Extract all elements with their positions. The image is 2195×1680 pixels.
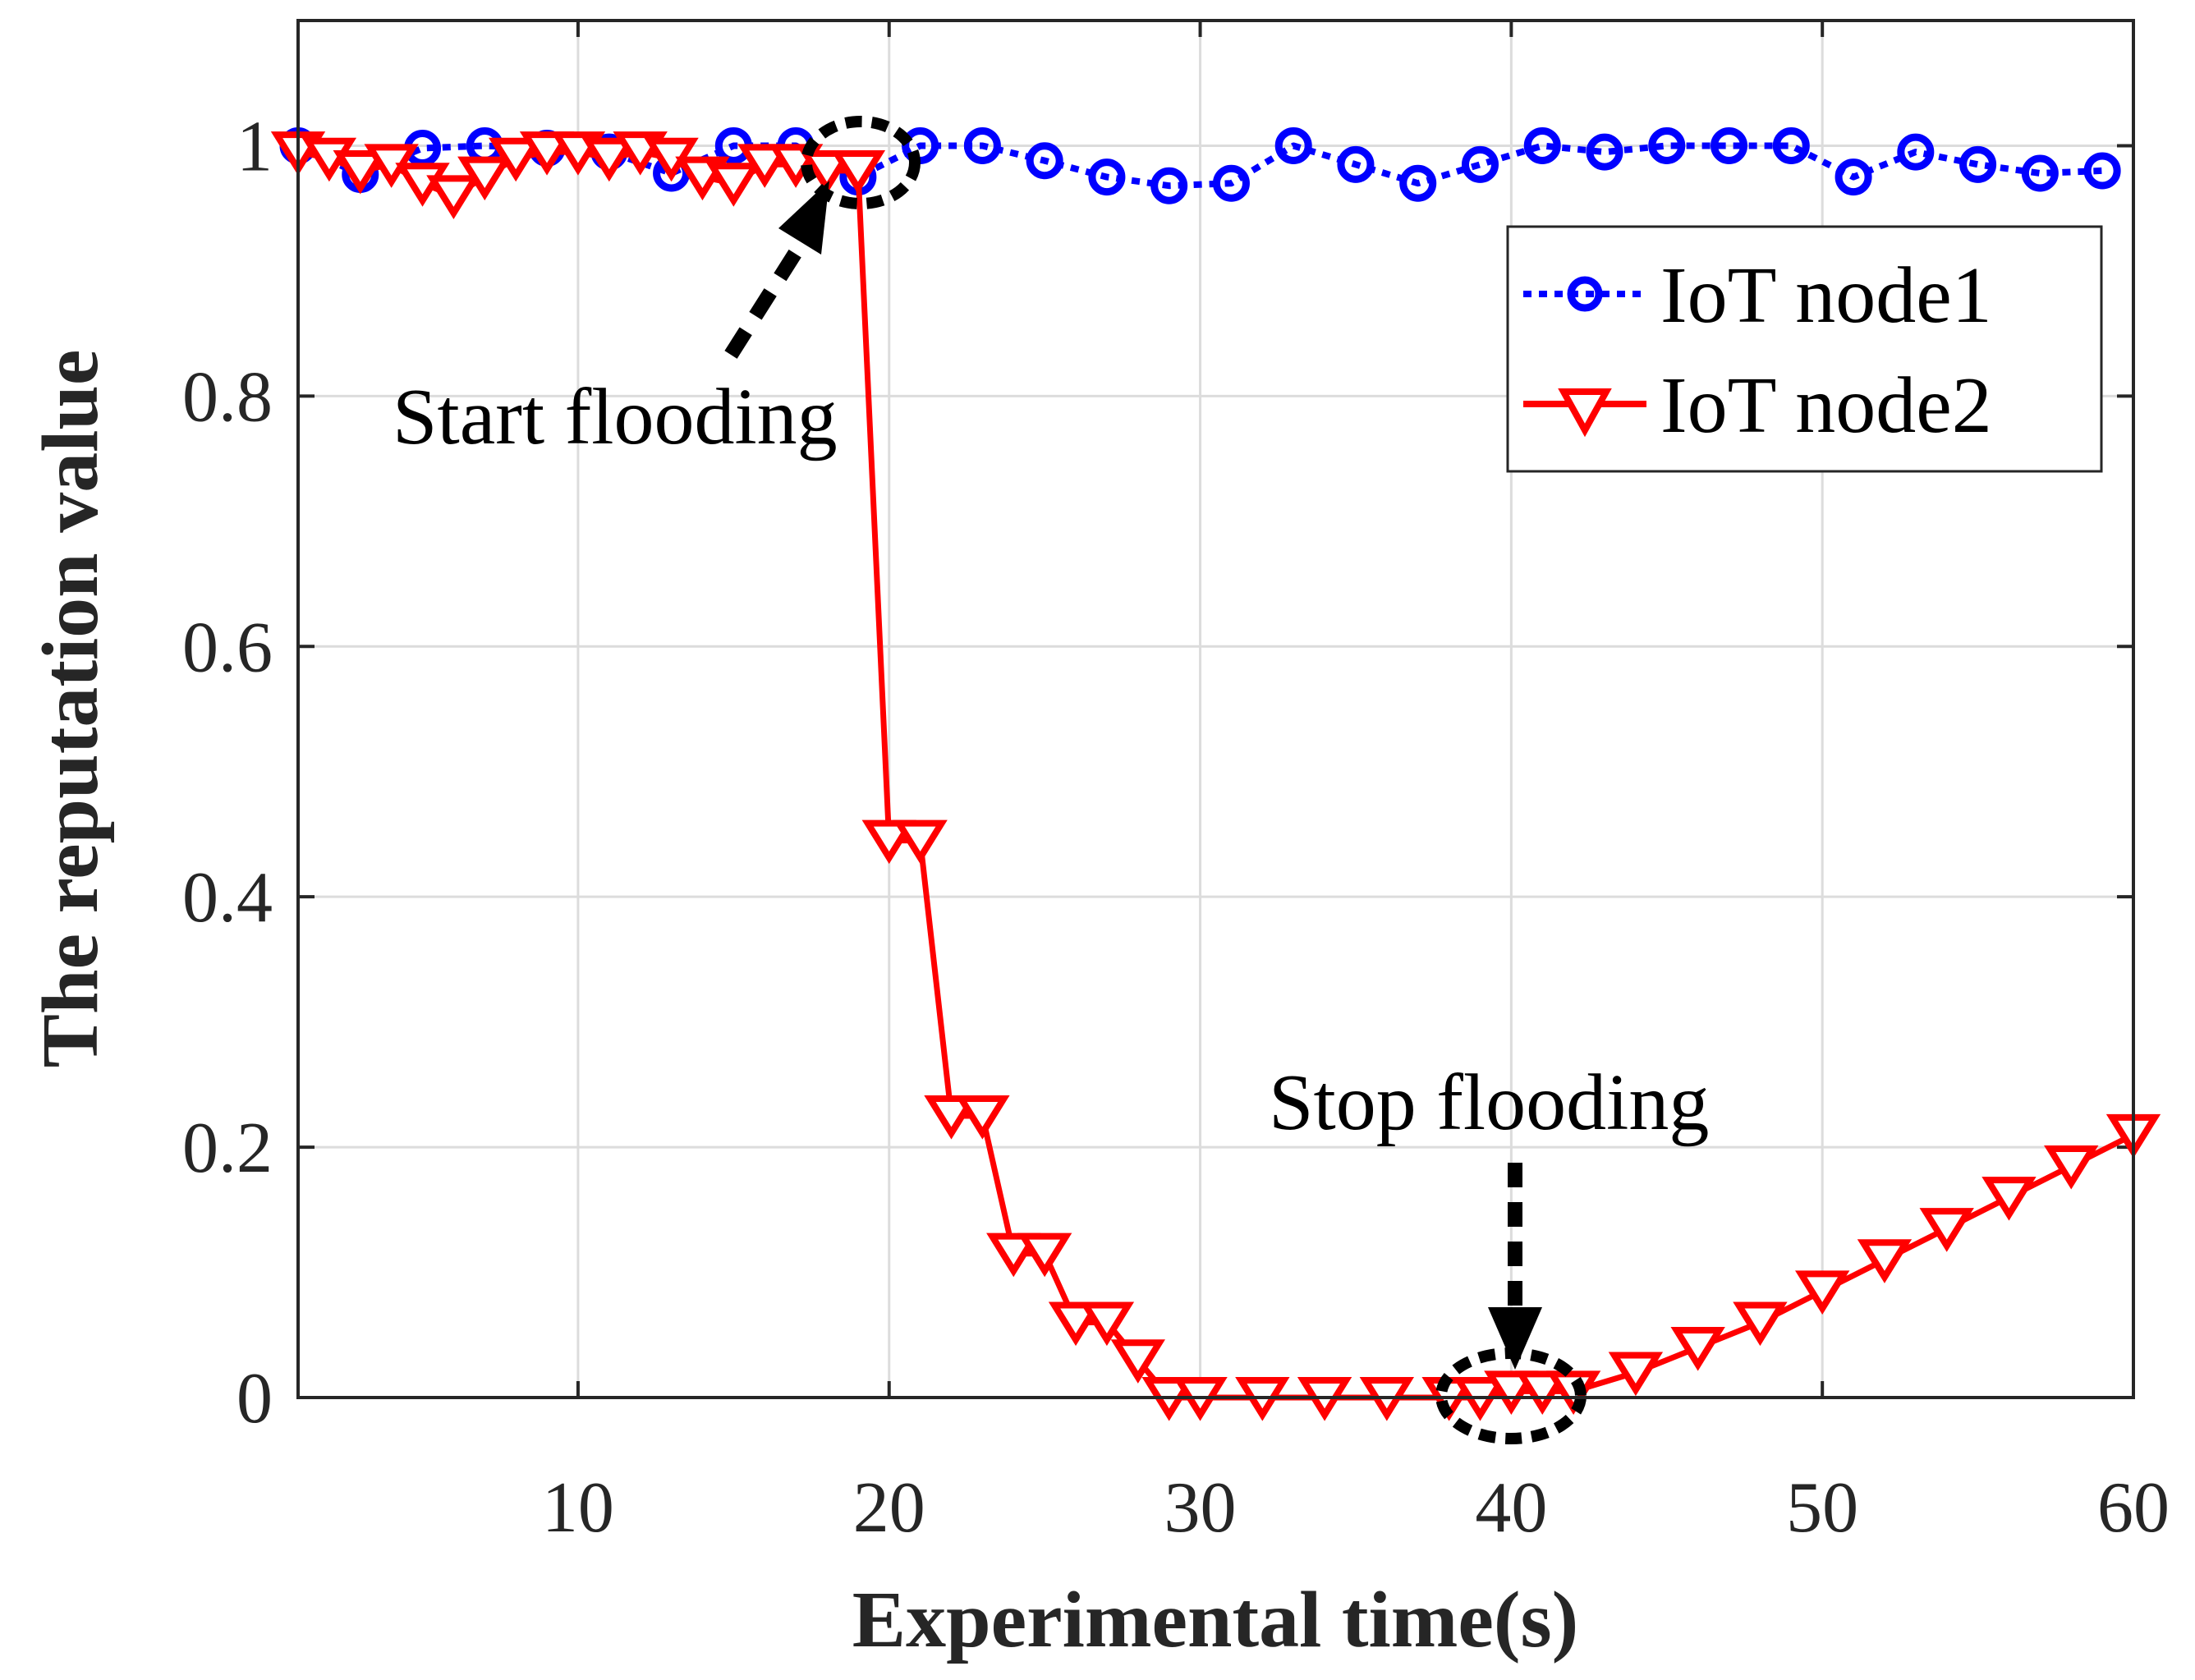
- x-tick-label: 30: [1164, 1468, 1237, 1548]
- data-point: [1399, 164, 1437, 202]
- data-point: [963, 126, 1001, 164]
- data-point: [1017, 1232, 1072, 1278]
- legend-entry-node2: IoT node2: [1523, 361, 1992, 450]
- data-point: [1088, 158, 1126, 196]
- data-point: [830, 149, 886, 195]
- y-tick-label: 0: [236, 1359, 273, 1439]
- y-tick-label: 0.6: [182, 608, 273, 687]
- legend: IoT node1 IoT node2: [1506, 225, 2103, 473]
- data-point: [1835, 158, 1872, 196]
- data-point: [519, 131, 575, 176]
- y-tick-label: 0.8: [182, 357, 273, 437]
- x-tick-label: 20: [853, 1468, 925, 1548]
- y-tick-label: 0.2: [182, 1109, 273, 1188]
- x-tick-label: 10: [542, 1468, 614, 1548]
- data-point: [1461, 145, 1499, 183]
- data-point: [1026, 142, 1063, 180]
- x-tick-label: 60: [2097, 1468, 2170, 1548]
- y-axis-title: The reputation value: [26, 350, 115, 1068]
- legend-label-node1: IoT node1: [1660, 251, 1992, 340]
- data-point: [861, 819, 916, 865]
- data-point: [1523, 126, 1561, 164]
- legend-label-node2: IoT node2: [1660, 361, 1992, 450]
- y-axis-ticks: 0 0.2 0.4 0.6 0.8 1: [182, 107, 2133, 1439]
- data-point: [1711, 126, 1748, 164]
- y-tick-label: 1: [236, 107, 273, 186]
- data-point: [1733, 1301, 1788, 1347]
- data-point: [1981, 1177, 2037, 1221]
- legend-marker-node2: [1558, 388, 1612, 438]
- legend-entry-node1: IoT node1: [1523, 251, 1992, 340]
- data-point: [737, 144, 792, 188]
- data-point: [1897, 133, 1935, 171]
- data-point: [1772, 126, 1810, 164]
- stop-flooding-label: Stop flooding: [1269, 1058, 1709, 1147]
- start-flooding-ellipse: [801, 116, 921, 209]
- data-point: [1150, 167, 1188, 204]
- data-point: [1857, 1239, 1913, 1283]
- start-flooding-annotation: Start flooding: [393, 116, 921, 461]
- data-point: [799, 149, 855, 195]
- data-point: [1919, 1208, 1974, 1252]
- stop-flooding-arrowhead: [1488, 1307, 1542, 1370]
- data-point: [1608, 1352, 1664, 1397]
- data-point: [1110, 1339, 1165, 1384]
- x-tick-label: 50: [1786, 1468, 1858, 1548]
- start-flooding-label: Start flooding: [393, 373, 838, 461]
- data-point: [457, 156, 512, 201]
- data-point: [333, 149, 388, 195]
- data-point: [1048, 1301, 1104, 1347]
- data-point: [924, 1095, 979, 1140]
- data-point: [1959, 145, 1997, 183]
- data-point: [581, 137, 636, 182]
- data-point: [1795, 1270, 1850, 1315]
- data-point: [1648, 126, 1686, 164]
- legend-marker-node1: [1567, 276, 1603, 312]
- start-flooding-arrow-shaft: [724, 234, 811, 359]
- data-point: [488, 137, 544, 182]
- plot-area-frame: [296, 19, 2135, 1399]
- legend-box: [1506, 225, 2103, 473]
- data-point: [426, 175, 481, 220]
- data-point: [1274, 126, 1312, 164]
- data-point: [1586, 133, 1623, 171]
- start-flooding-arrowhead: [778, 181, 829, 255]
- x-axis-title: Experimental time(s): [852, 1576, 1579, 1664]
- x-tick-label: 40: [1475, 1468, 1547, 1548]
- data-point: [1515, 1370, 1570, 1415]
- data-point: [1079, 1301, 1135, 1347]
- data-point: [986, 1232, 1041, 1278]
- data-point: [2044, 1145, 2099, 1190]
- data-point: [1670, 1327, 1725, 1371]
- data-point: [1337, 145, 1375, 183]
- data-point: [706, 163, 761, 207]
- data-point: [2021, 154, 2059, 192]
- data-point: [893, 819, 948, 865]
- data-point: [955, 1095, 1010, 1140]
- data-point: [1212, 164, 1250, 202]
- data-point: [1484, 1370, 1539, 1415]
- data-point: [2083, 152, 2121, 190]
- y-tick-label: 0.4: [182, 858, 273, 938]
